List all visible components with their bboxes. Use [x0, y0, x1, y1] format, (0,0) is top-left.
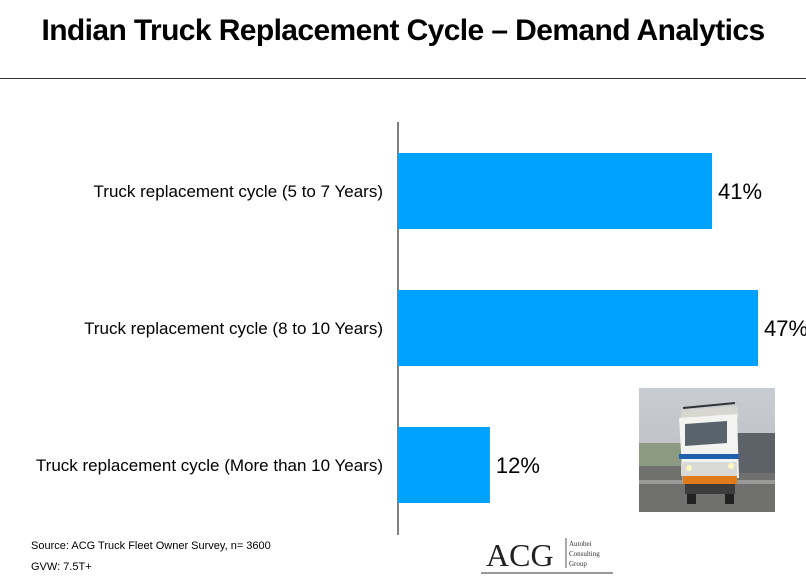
bar-1: [398, 153, 713, 229]
logo-line-3: Group: [569, 560, 587, 568]
bar-chart: Truck replacement cycle (5 to 7 Years) 41…: [36, 122, 806, 535]
gvw-note: GVW: 7.5T+: [31, 561, 92, 573]
category-label-3: Truck replacement cycle (More than 10 Ye…: [36, 456, 383, 475]
category-label-2: Truck replacement cycle (8 to 10 Years): [84, 319, 383, 338]
title-divider: [0, 78, 806, 79]
source-note: Source: ACG Truck Fleet Owner Survey, n=…: [31, 540, 271, 552]
page-title: Indian Truck Replacement Cycle – Demand …: [41, 14, 765, 47]
value-label-2: 47%: [764, 316, 806, 341]
bar-2: [398, 290, 759, 366]
value-label-3: 12%: [496, 453, 540, 478]
logo-line-2: Consulting: [569, 550, 600, 558]
acg-logo: ACG Autobei Consulting Group: [481, 537, 613, 574]
logo-letters: ACG: [486, 537, 554, 573]
truck-photo: [639, 388, 775, 512]
bar-3: [398, 427, 490, 503]
category-label-1: Truck replacement cycle (5 to 7 Years): [94, 182, 383, 201]
logo-line-1: Autobei: [569, 540, 592, 548]
value-label-1: 41%: [718, 179, 762, 204]
